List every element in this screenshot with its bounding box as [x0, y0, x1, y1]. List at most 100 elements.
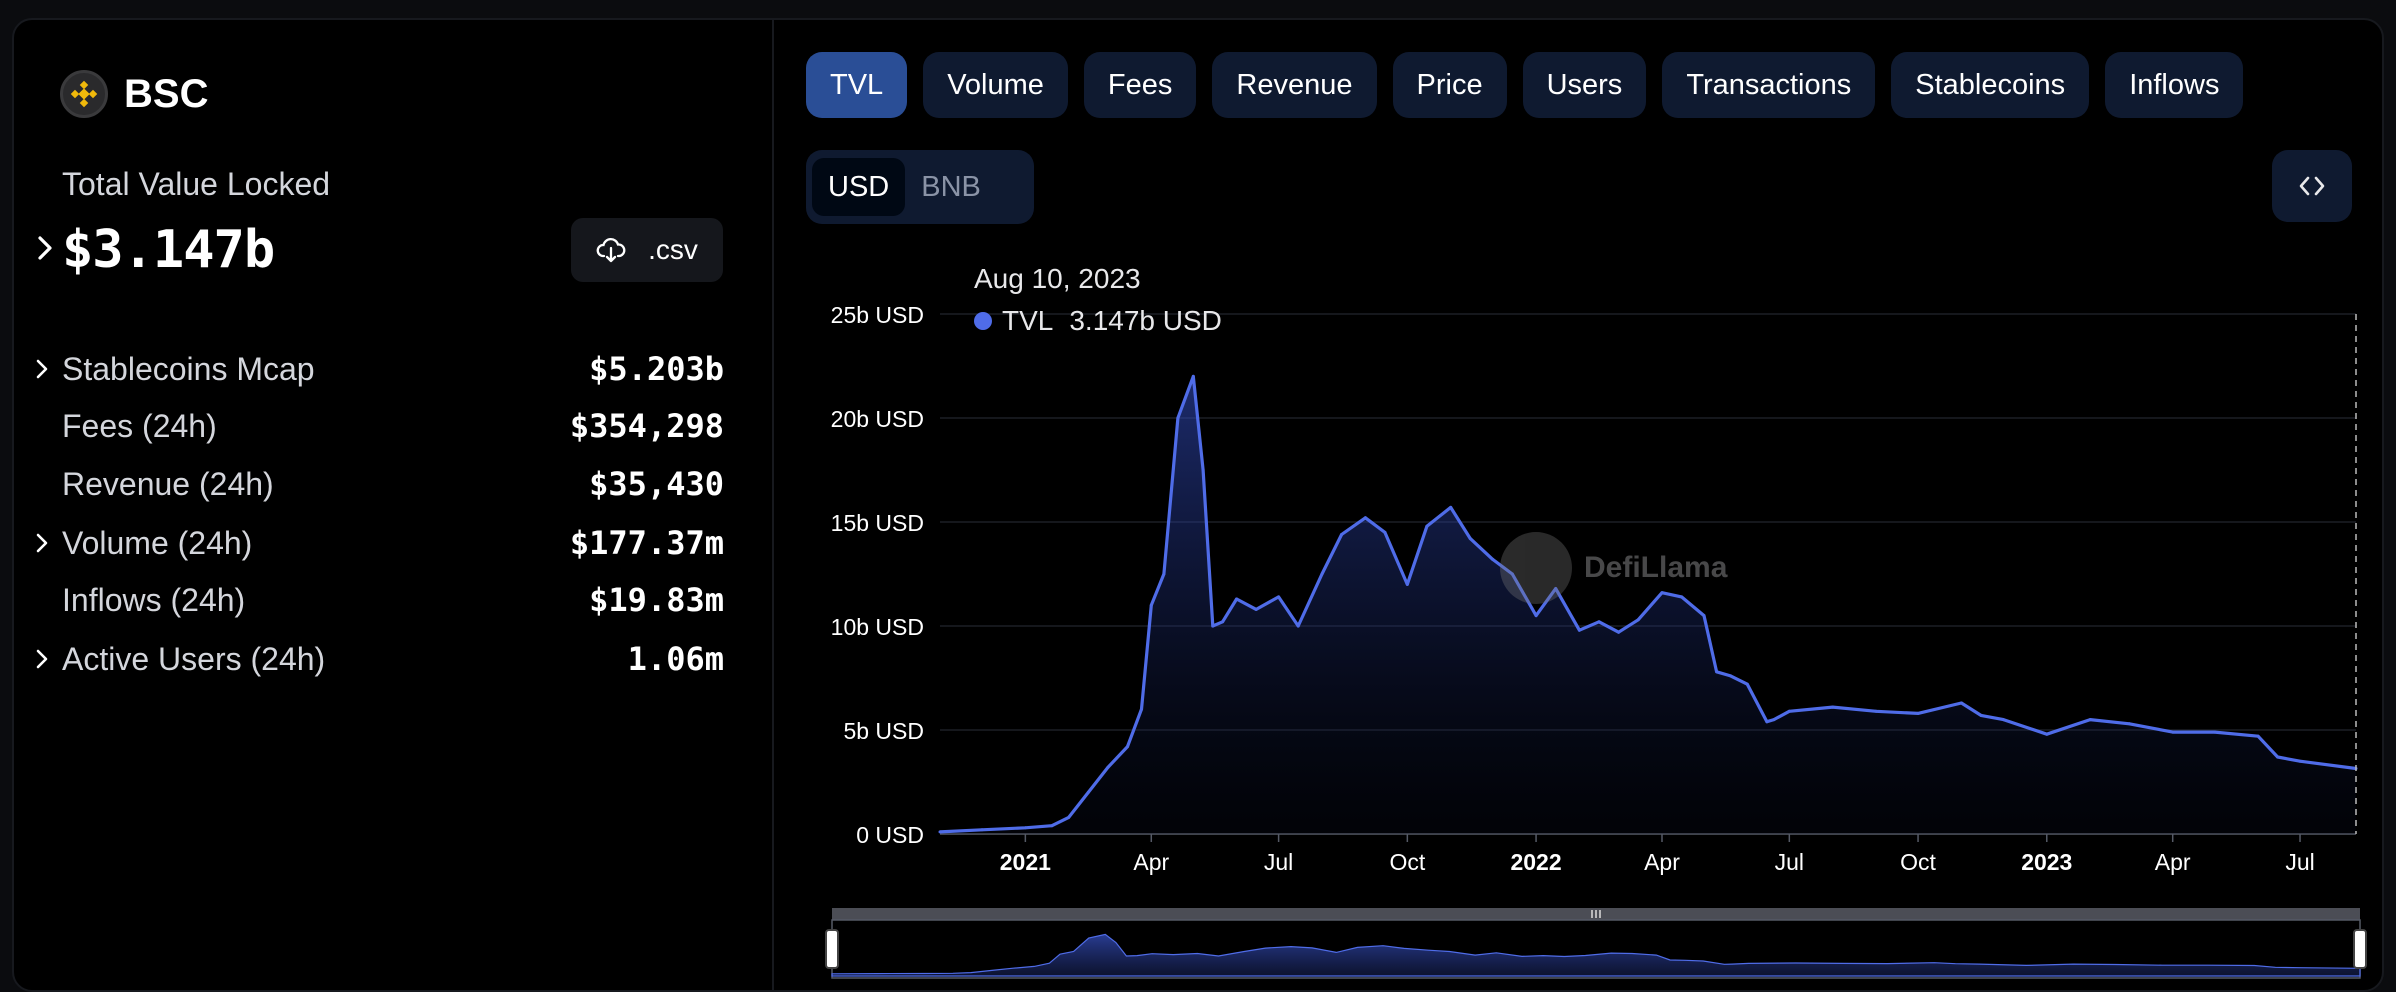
tooltip-date: Aug 10, 2023 [974, 263, 1141, 294]
tab-fees[interactable]: Fees [1083, 52, 1197, 118]
tvl-data-point [1067, 815, 1071, 819]
tvl-data-point [2213, 730, 2217, 734]
tvl-label: Total Value Locked [62, 166, 331, 202]
tvl-data-point [1425, 524, 1429, 528]
stat-label: Fees (24h) [62, 407, 217, 444]
tab-tvl[interactable]: TVL [806, 52, 908, 118]
y-tick-label: 15b USD [831, 510, 924, 536]
tvl-data-point [1660, 591, 1664, 595]
tvl-data-point [1340, 533, 1344, 536]
stat-value: $354,298 [569, 407, 724, 445]
llama-logo-icon [1500, 532, 1572, 604]
tab-transactions[interactable]: Transactions [1662, 52, 1876, 118]
stat-row-inflows: Inflows (24h) $19.83m [34, 575, 724, 625]
tvl-data-point [1831, 705, 1835, 709]
tvl-data-point [1140, 707, 1143, 711]
stat-value: $19.83m [589, 581, 724, 619]
expand-tvl-chevron-icon[interactable] [34, 234, 58, 262]
stat-row-active-users[interactable]: Active Users (24h) 1.06m [34, 634, 724, 684]
tvl-data-point [2276, 755, 2280, 759]
tvl-data-point [1577, 628, 1581, 632]
tvl-data-point [1916, 711, 1920, 715]
tvl-data-point [1201, 468, 1205, 472]
chain-overview-panel: BSC Total Value Locked $3.147b .csv Stab… [12, 18, 2384, 992]
tvl-data-point [1554, 587, 1558, 591]
stat-label: Stablecoins Mcap [62, 350, 315, 387]
tvl-data-point [1296, 624, 1300, 628]
zoom-handle-left[interactable] [825, 929, 839, 969]
zoom-slider-preview [831, 933, 2361, 977]
stat-value: 1.06m [627, 640, 724, 678]
tvl-data-point [1320, 572, 1324, 576]
tvl-data-point [2127, 722, 2131, 726]
tvl-data-point [1787, 709, 1791, 713]
tab-stablecoins[interactable]: Stablecoins [1891, 52, 2090, 118]
tvl-data-point [2171, 730, 2175, 734]
chain-header: BSC [60, 70, 208, 118]
chain-name: BSC [124, 71, 209, 116]
download-cloud-icon [596, 238, 626, 263]
tvl-data-point [1383, 530, 1387, 534]
y-axis-labels: 0 USD 5b USD 10b USD 15b USD 20b USD 25b USD [831, 302, 924, 848]
tvl-data-point [1534, 614, 1538, 618]
x-tick-label: Jul [1264, 849, 1293, 875]
zoom-handle-right[interactable] [2353, 929, 2367, 969]
chevron-right-icon [34, 529, 62, 557]
x-tick-label: Apr [2155, 849, 2191, 875]
tvl-data-point [1729, 674, 1733, 678]
tvl-series-line [939, 374, 2357, 834]
stat-value: $5.203b [589, 350, 724, 388]
tvl-data-point [1468, 537, 1472, 541]
tvl-data-point [1211, 624, 1215, 628]
unit-option-bnb[interactable]: BNB [921, 170, 981, 203]
bnb-logo-icon [60, 70, 108, 118]
tvl-data-point [1126, 745, 1129, 749]
y-tick-label: 20b USD [831, 406, 924, 432]
tvl-data-point [1176, 416, 1180, 420]
tvl-data-point [1715, 670, 1719, 674]
x-tick-label: Oct [1389, 849, 1425, 875]
tab-price[interactable]: Price [1392, 52, 1507, 118]
embed-chart-button[interactable] [2272, 150, 2352, 222]
tvl-data-point [1491, 557, 1495, 561]
tvl-data-point [1510, 572, 1514, 576]
x-tick-label: Apr [1644, 849, 1680, 875]
stat-value: $35,430 [589, 465, 724, 503]
tab-revenue[interactable]: Revenue [1212, 52, 1377, 118]
tab-users[interactable]: Users [1522, 52, 1647, 118]
chevron-right-icon [34, 645, 62, 673]
x-axis-labels: 2021 Apr Jul Oct 2022 Apr Jul Oct 2023 Apr Jul [1000, 834, 2315, 875]
stat-label: Inflows (24h) [62, 581, 246, 618]
tvl-data-point [1254, 607, 1258, 611]
unit-toggle: USD BNB [806, 150, 1034, 224]
tvl-data-point [1617, 630, 1621, 634]
tab-inflows[interactable]: Inflows [2105, 52, 2244, 118]
tvl-data-point [1221, 620, 1225, 624]
tvl-data-point [1277, 595, 1281, 599]
zoom-slider[interactable] [825, 908, 2367, 979]
stat-row-fees: Fees (24h) $354,298 [34, 401, 724, 451]
tab-volume[interactable]: Volume [923, 52, 1068, 118]
tvl-data-point [1235, 597, 1239, 601]
tvl-data-point [938, 830, 942, 834]
x-tick-label: Oct [1900, 849, 1936, 875]
zoom-slider-grip-icon[interactable] [1591, 910, 1601, 918]
stat-label: Revenue (24h) [62, 465, 274, 502]
download-csv-button[interactable]: .csv [571, 218, 723, 282]
tvl-data-point [1363, 516, 1367, 520]
stat-label: Active Users (24h) [62, 640, 326, 677]
stat-row-stablecoins-mcap[interactable]: Stablecoins Mcap $5.203b [34, 344, 724, 394]
tvl-data-point [2256, 734, 2260, 738]
unit-option-usd[interactable]: USD [812, 158, 906, 216]
y-tick-label: 10b USD [831, 614, 924, 640]
stat-row-volume[interactable]: Volume (24h) $177.37m [34, 518, 724, 568]
y-tick-label: 25b USD [831, 302, 924, 328]
tvl-data-point [2088, 718, 2092, 722]
tvl-data-point [2298, 759, 2302, 763]
tvl-data-point [1959, 701, 1963, 705]
x-tick-label: Jul [2285, 849, 2314, 875]
tvl-data-point [2001, 718, 2005, 722]
stats-sidebar: BSC Total Value Locked $3.147b .csv Stab… [14, 20, 774, 990]
tooltip-series-row: TVL 3.147b USD [974, 305, 1222, 337]
